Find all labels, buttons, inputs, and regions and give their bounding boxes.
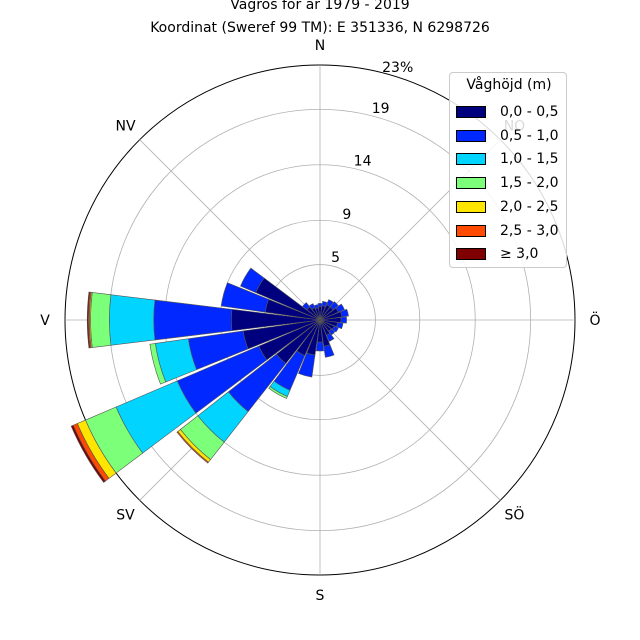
direction-label: NV: [116, 119, 136, 135]
rose-bar-segment: [336, 322, 344, 330]
direction-label: Ö: [589, 311, 600, 329]
rose-bars: [70, 267, 349, 483]
rose-bar-segment: [268, 386, 288, 399]
legend-swatch: [456, 201, 486, 213]
radial-tick-label: 5: [331, 250, 340, 266]
rose-bar-segment: [328, 328, 336, 336]
legend: Våghöjd (m) 0,0 - 0,5 0,5 - 1,0 1,0 - 1,…: [449, 72, 567, 268]
radial-tick-label: 19: [372, 101, 390, 117]
legend-item: 1,0 - 1,5: [456, 150, 566, 170]
chart-title: Vågros för år 1979 - 2019: [230, 0, 410, 13]
rose-bar-segment: [321, 301, 328, 308]
rose-bar-segment: [149, 343, 167, 385]
rose-bar-segment: [323, 344, 335, 358]
rose-bar-segment: [90, 292, 112, 348]
rose-bar-segment: [326, 299, 334, 308]
rose-bar-segment: [308, 303, 316, 310]
rose-bar-segment: [220, 282, 269, 313]
rose-bar-segment: [315, 341, 325, 352]
legend-item: 2,5 - 3,0: [456, 222, 566, 242]
rose-bar-segment: [240, 267, 265, 293]
rose-bar-segment: [331, 325, 339, 333]
rose-bar-segment: [329, 301, 339, 311]
chart-subtitle: Koordinat (Sweref 99 TM): E 351336, N 62…: [150, 20, 490, 36]
legend-swatch: [456, 106, 486, 118]
legend-swatch: [456, 225, 486, 237]
legend-item: ≥ 3,0: [456, 245, 566, 265]
angular-gridline: [319, 319, 501, 501]
legend-item: 0,5 - 1,0: [456, 127, 566, 147]
legend-swatch: [456, 130, 486, 142]
legend-title: Våghöjd (m): [466, 77, 552, 93]
radial-tick-label: 9: [342, 207, 351, 223]
legend-label: 2,5 - 3,0: [500, 223, 559, 239]
rose-bar-segment: [109, 294, 156, 346]
rose-bar-segment: [176, 431, 209, 464]
rose-bar-segment: [326, 332, 335, 342]
legend-swatch: [456, 153, 486, 165]
rose-bar-segment: [86, 291, 91, 349]
legend-item: 0,0 - 0,5: [456, 103, 566, 123]
rose-bar-segment: [302, 302, 311, 311]
legend-item: 2,0 - 2,5: [456, 198, 566, 218]
legend-label: 0,5 - 1,0: [500, 128, 559, 144]
direction-label: SV: [116, 507, 135, 523]
rose-bar-segment: [70, 424, 106, 483]
legend-swatch: [456, 177, 486, 189]
rose-bar-segment: [340, 308, 349, 318]
rose-bar-segment: [340, 316, 347, 324]
direction-label: S: [316, 588, 325, 604]
rose-bar-segment: [335, 303, 345, 313]
rose-bar-segment: [298, 352, 316, 378]
legend-label: ≥ 3,0: [500, 246, 539, 262]
legend-item: 1,5 - 2,0: [456, 174, 566, 194]
direction-label: SÖ: [505, 505, 525, 523]
legend-label: 0,0 - 0,5: [500, 104, 559, 120]
radial-tick-label: 14: [354, 154, 372, 170]
legend-label: 2,0 - 2,5: [500, 199, 559, 215]
rose-bar-segment: [313, 304, 319, 310]
direction-label: N: [315, 38, 325, 54]
rose-bar-segment: [317, 303, 323, 308]
legend-swatch: [456, 248, 486, 260]
legend-label: 1,5 - 2,0: [500, 175, 559, 191]
legend-label: 1,0 - 1,5: [500, 151, 559, 167]
radial-tick-label: 23%: [382, 60, 413, 76]
angular-gridline: [139, 139, 321, 321]
direction-label: V: [40, 313, 50, 329]
